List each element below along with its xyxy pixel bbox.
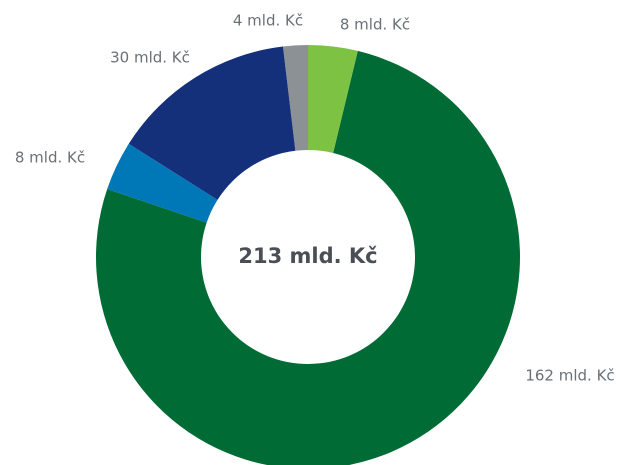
donut-slice: [96, 50, 520, 465]
donut-slice: [107, 143, 218, 223]
data-label: 8 mld. Kč: [340, 16, 410, 34]
donut-slice: [282, 45, 308, 151]
donut-slice: [128, 46, 296, 200]
data-label: 4 mld. Kč: [233, 12, 303, 30]
donut-slice: [308, 45, 358, 153]
data-label: 30 mld. Kč: [110, 49, 190, 67]
data-label: 162 mld. Kč: [525, 367, 614, 385]
center-label: 213 mld. Kč: [238, 244, 377, 268]
data-label: 8 mld. Kč: [15, 149, 85, 167]
